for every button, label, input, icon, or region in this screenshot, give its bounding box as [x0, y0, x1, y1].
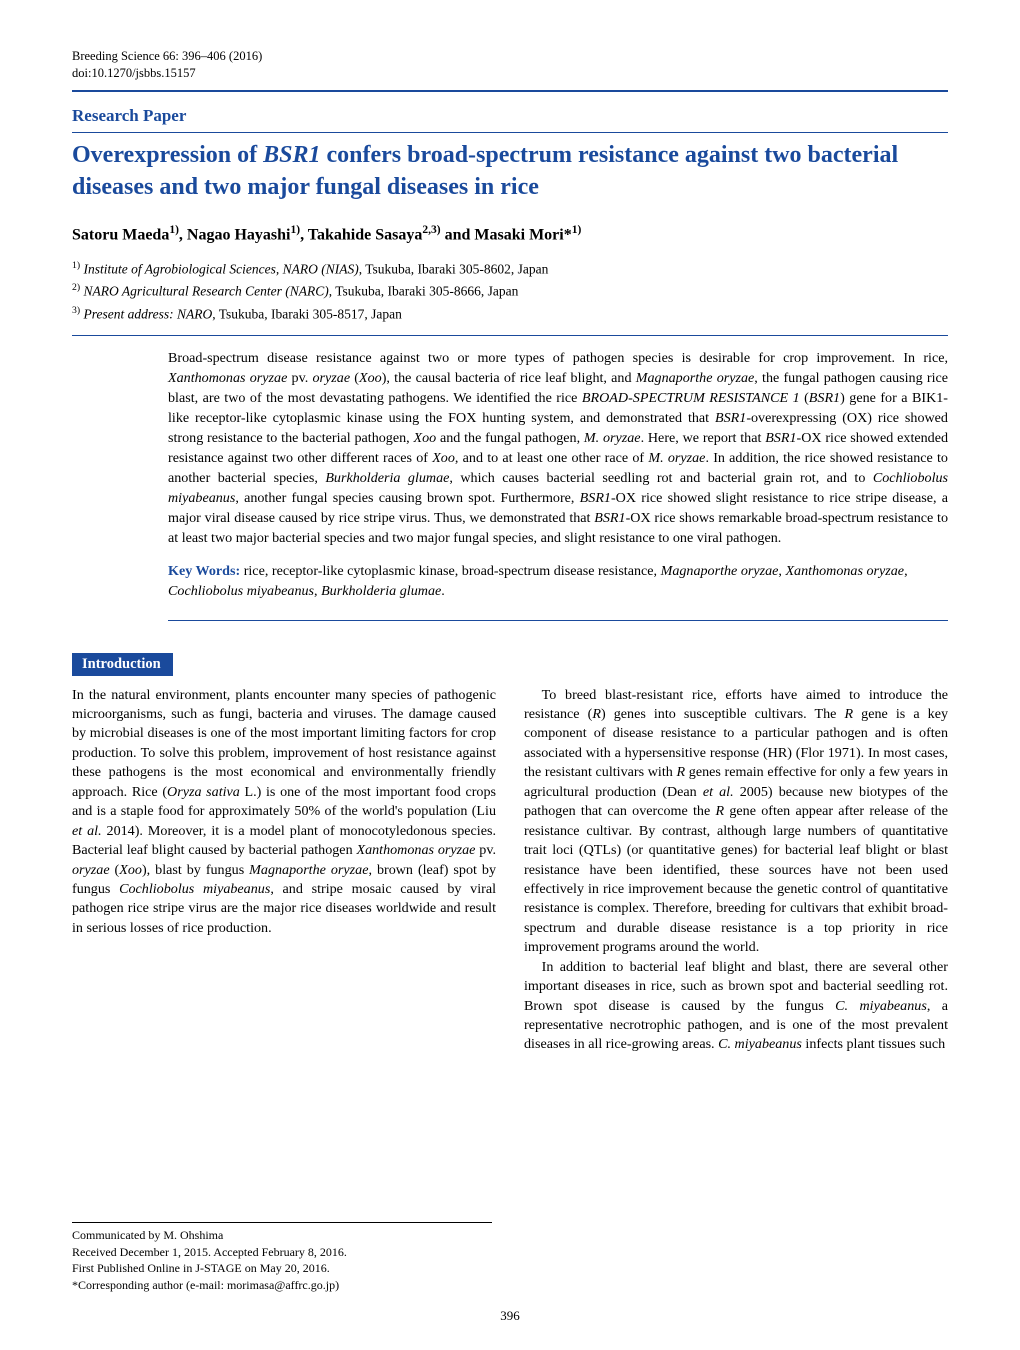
rule-top	[72, 90, 948, 92]
body-paragraph: In the natural environment, plants encou…	[72, 686, 496, 939]
rule-above-abstract	[72, 335, 948, 336]
page-number: 396	[0, 1308, 1020, 1324]
footnote-line: Communicated by M. Ohshima	[72, 1227, 492, 1244]
journal-citation: Breeding Science 66: 396–406 (2016)	[72, 48, 948, 65]
affil-num: 1)	[72, 260, 80, 271]
affiliation-row: 1) Institute of Agrobiological Sciences,…	[72, 258, 948, 280]
column-left: In the natural environment, plants encou…	[72, 686, 496, 1055]
section-label: Research Paper	[72, 106, 948, 126]
footnote-line: First Published Online in J-STAGE on May…	[72, 1260, 492, 1277]
keywords-label: Key Words:	[168, 563, 240, 579]
affiliation-row: 3) Present address: NARO, Tsukuba, Ibara…	[72, 303, 948, 325]
footnotes: Communicated by M. Ohshima Received Dece…	[72, 1222, 492, 1294]
column-right: To breed blast-resistant rice, efforts h…	[524, 686, 948, 1055]
intro-heading: Introduction	[72, 653, 173, 676]
affiliations: 1) Institute of Agrobiological Sciences,…	[72, 258, 948, 325]
body-paragraph: In addition to bacterial leaf blight and…	[524, 958, 948, 1055]
affil-loc: , Tsukuba, Ibaraki 305-8517, Japan	[212, 306, 402, 321]
affil-name: Institute of Agrobiological Sciences, NA…	[83, 261, 358, 276]
keywords-body: rice, receptor-like cytoplasmic kinase, …	[168, 563, 908, 599]
body-columns: In the natural environment, plants encou…	[72, 686, 948, 1055]
rule-under-section	[72, 132, 948, 133]
authors: Satoru Maeda1), Nagao Hayashi1), Takahid…	[72, 224, 948, 244]
article-title: Overexpression of BSR1 confers broad-spe…	[72, 139, 948, 204]
affil-loc: , Tsukuba, Ibaraki 305-8666, Japan	[329, 284, 519, 299]
affil-num: 2)	[72, 282, 80, 293]
keywords: Key Words: rice, receptor-like cytoplasm…	[168, 562, 948, 601]
affil-loc: , Tsukuba, Ibaraki 305-8602, Japan	[359, 261, 549, 276]
abstract-text: Broad-spectrum disease resistance agains…	[168, 348, 948, 548]
footnote-line: *Corresponding author (e-mail: morimasa@…	[72, 1277, 492, 1294]
footnote-rule	[72, 1222, 492, 1223]
affil-num: 3)	[72, 305, 80, 316]
body-paragraph: To breed blast-resistant rice, efforts h…	[524, 686, 948, 958]
rule-below-keywords	[168, 620, 948, 621]
affiliation-row: 2) NARO Agricultural Research Center (NA…	[72, 280, 948, 302]
abstract-block: Broad-spectrum disease resistance agains…	[168, 348, 948, 620]
affil-name: Present address: NARO	[83, 306, 212, 321]
footnote-line: Received December 1, 2015. Accepted Febr…	[72, 1244, 492, 1261]
doi: doi:10.1270/jsbbs.15157	[72, 65, 948, 82]
affil-name: NARO Agricultural Research Center (NARC)	[83, 284, 328, 299]
